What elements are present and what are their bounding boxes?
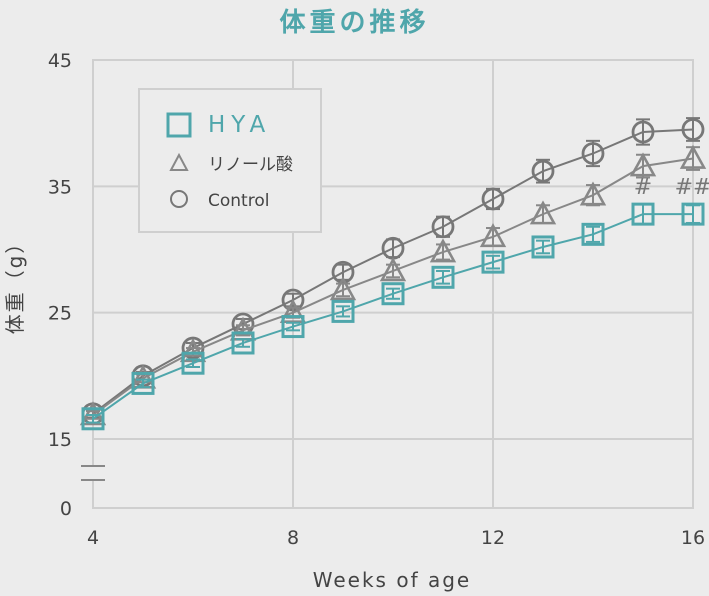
- data-point: [581, 222, 605, 246]
- data-point: [331, 260, 355, 284]
- x-tick-label: 8: [287, 527, 299, 549]
- series-layer: [79, 117, 707, 431]
- grid: [92, 59, 694, 509]
- data-point: [379, 257, 407, 282]
- data-point: [331, 299, 355, 323]
- data-point: [681, 118, 705, 141]
- chart-title: 体重の推移: [279, 8, 430, 38]
- data-point: [431, 215, 455, 239]
- legend-item: リノール酸: [169, 152, 293, 175]
- data-point: [429, 238, 457, 263]
- x-axis-label: Weeks of age: [313, 568, 471, 592]
- x-tick-label: 16: [681, 527, 705, 549]
- y-tick-label: 15: [48, 429, 72, 451]
- data-point: [579, 181, 607, 206]
- legend-item: Control: [170, 190, 269, 211]
- legend-triangle-icon: [169, 152, 189, 171]
- legend-square-icon: [166, 112, 192, 138]
- x-tick-label: 4: [87, 527, 99, 549]
- data-point: [679, 144, 707, 169]
- legend-label: HYA: [208, 112, 271, 138]
- y-tick-label: 45: [48, 50, 72, 72]
- y-tick-label: 25: [48, 303, 72, 325]
- legend-label: リノール酸: [208, 155, 293, 175]
- data-point: [279, 298, 307, 323]
- data-point: [131, 371, 155, 395]
- legend: HYA リノール酸 Control: [138, 88, 322, 233]
- significance-mark: #: [634, 175, 652, 200]
- y-tick-label: 0: [60, 498, 72, 520]
- axes: 0 15 25 35 45 4 8 12 16: [48, 50, 705, 549]
- data-point: [431, 265, 455, 289]
- data-point: [381, 282, 405, 306]
- data-point: [631, 120, 655, 144]
- data-point: [481, 250, 505, 274]
- data-point: [181, 351, 205, 375]
- x-tick-label: 12: [481, 527, 505, 549]
- y-axis-label: 体重（g）: [3, 232, 27, 335]
- y-tick-label: 35: [48, 176, 72, 198]
- legend-label: Control: [208, 191, 269, 211]
- data-point: [531, 235, 555, 259]
- data-point: [629, 152, 657, 177]
- legend-item: HYA: [166, 112, 271, 138]
- data-point: [681, 202, 705, 226]
- data-point: [81, 407, 105, 431]
- axis-break-gap: [78, 466, 108, 480]
- data-point: [231, 331, 255, 355]
- data-point: [479, 223, 507, 248]
- series-square: [81, 202, 705, 431]
- legend-circle-icon: [170, 190, 188, 208]
- annotations: # ##: [634, 175, 709, 200]
- data-point: [581, 142, 605, 165]
- data-point: [531, 159, 555, 183]
- data-point: [281, 315, 305, 339]
- data-point: [529, 200, 557, 225]
- data-point: [481, 187, 505, 211]
- series-triangle: [79, 144, 707, 426]
- data-point: [329, 276, 357, 301]
- data-point: [631, 202, 655, 226]
- significance-mark: ##: [675, 175, 709, 200]
